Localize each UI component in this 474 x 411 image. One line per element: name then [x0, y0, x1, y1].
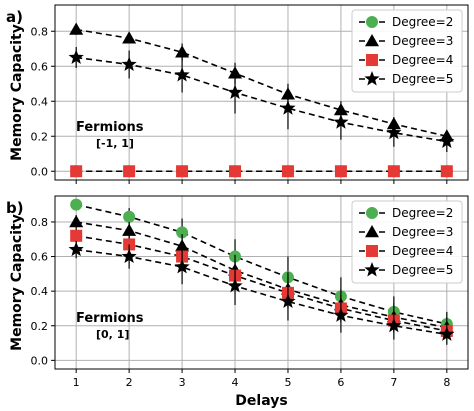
panel-a: 0.0 0.2 0.4 0.6 0.8 a) Fermions [-1, 1] Memory C… — [6, 4, 469, 184]
legend-box — [351, 9, 463, 93]
data-point — [175, 45, 190, 58]
legend-label: Degree=3 — [392, 225, 453, 239]
data-point — [334, 165, 347, 178]
legend: Degree=2 Degree=3 Degree=4 Degree=5 — [351, 200, 463, 284]
series-line — [76, 203, 447, 325]
data-point — [121, 56, 137, 71]
data-point — [69, 214, 84, 228]
x-axis-label: Delays — [235, 393, 287, 409]
series-line — [76, 28, 448, 138]
legend-marker — [364, 71, 380, 86]
y-axis-label: Memory Capacity — [9, 24, 25, 161]
data-point — [386, 124, 402, 140]
legend-marker — [366, 54, 378, 66]
y-tick-label: 0.6 — [31, 251, 49, 264]
data-point — [70, 198, 83, 211]
data-point — [70, 165, 83, 178]
data-point — [440, 165, 453, 178]
data-point — [174, 258, 190, 274]
legend-label: Degree=4 — [392, 53, 453, 67]
legend-label: Degree=4 — [392, 244, 453, 258]
data-point — [229, 165, 242, 178]
panel-label: a) — [6, 8, 23, 26]
annotation-range: [0, 1] — [96, 328, 129, 341]
data-point — [68, 241, 84, 257]
legend-marker — [366, 245, 378, 257]
data-point — [227, 84, 243, 99]
data-point — [333, 307, 349, 322]
legend-marker — [365, 34, 379, 47]
data-point — [68, 49, 84, 64]
data-point — [122, 31, 137, 44]
panel-label: b) — [6, 199, 24, 217]
annotation-title: Fermions — [76, 120, 144, 135]
legend-marker — [365, 225, 379, 238]
data-point — [70, 229, 83, 242]
data-point — [280, 293, 296, 308]
data-point — [176, 165, 189, 178]
data-point — [122, 223, 137, 236]
panel-b: 0.0 0.2 0.4 0.6 0.8 1 2 3 4 5 6 7 8 b) Fermions [0, 1] M… — [6, 195, 469, 409]
data-point — [281, 165, 294, 178]
data-point — [387, 165, 400, 178]
x-tick-label: 4 — [232, 376, 239, 389]
y-tick-label: 0.4 — [31, 95, 49, 108]
data-point — [174, 67, 190, 82]
series-line — [76, 248, 447, 336]
y-tick-label: 0.2 — [31, 130, 49, 143]
x-tick-label: 7 — [390, 376, 397, 389]
x-tick-label: 1 — [73, 376, 80, 389]
series-degree-5 — [68, 47, 455, 152]
series-line — [76, 235, 447, 332]
x-tick-label: 6 — [337, 376, 344, 389]
series-degree-5 — [68, 240, 455, 345]
data-point — [121, 248, 137, 264]
y-tick-label: 0.8 — [31, 25, 49, 38]
x-tick-label: 5 — [284, 376, 291, 389]
plot-frame — [54, 195, 469, 370]
data-point — [439, 133, 455, 148]
legend-label: Degree=5 — [392, 263, 453, 277]
legend-box — [351, 200, 463, 284]
y-tick-label: 0.0 — [31, 165, 49, 178]
y-tick-label: 0.0 — [31, 354, 49, 367]
legend-label: Degree=5 — [392, 72, 453, 86]
legend-label: Degree=3 — [392, 34, 453, 48]
data-point — [123, 165, 136, 178]
y-tick-label: 0.8 — [31, 216, 49, 229]
legend: Degree=2 Degree=3 Degree=4 Degree=5 — [351, 9, 463, 93]
data-point — [69, 22, 84, 35]
series-degree-4 — [70, 165, 453, 178]
x-tick-label: 2 — [126, 376, 133, 389]
annotation-range: [-1, 1] — [96, 137, 134, 150]
data-point — [280, 100, 296, 115]
data-point — [386, 317, 402, 333]
series-line — [76, 221, 447, 329]
legend-marker — [366, 207, 378, 219]
plot-frame — [54, 4, 469, 181]
legend-marker — [364, 262, 380, 277]
x-tick-label: 8 — [443, 376, 450, 389]
annotation-title: Fermions — [76, 311, 144, 326]
data-point — [439, 326, 455, 341]
y-axis-label: Memory Capacity — [9, 214, 25, 351]
legend-label: Degree=2 — [392, 206, 453, 220]
series-line — [76, 56, 447, 143]
y-tick-label: 0.4 — [31, 285, 49, 298]
data-point — [123, 210, 136, 223]
legend-marker — [366, 16, 378, 28]
data-point — [333, 114, 349, 129]
x-tick-label: 3 — [179, 376, 186, 389]
legend-label: Degree=2 — [392, 15, 453, 29]
data-point — [227, 277, 243, 293]
y-tick-label: 0.2 — [31, 320, 49, 333]
y-tick-label: 0.6 — [31, 60, 49, 73]
